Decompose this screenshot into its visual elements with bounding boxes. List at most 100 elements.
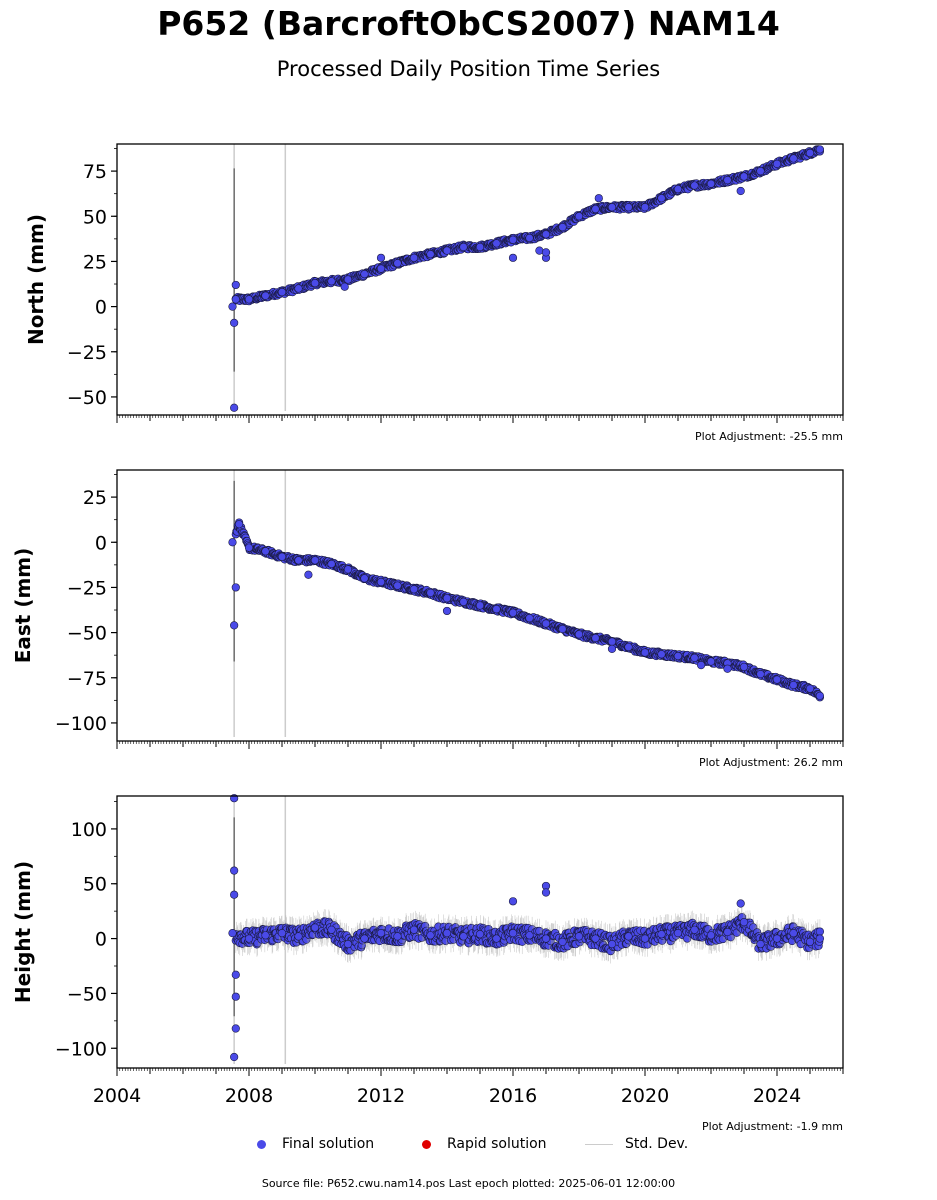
data-point (558, 223, 567, 232)
data-point (244, 543, 254, 552)
data-point (690, 653, 699, 662)
y-tick-label: 25 (83, 487, 107, 509)
data-point (706, 657, 716, 666)
chart-subtitle: Processed Daily Position Time Series (276, 57, 661, 81)
data-point (815, 145, 825, 154)
data-point (459, 242, 468, 252)
data-point (657, 650, 666, 659)
data-point (525, 614, 534, 623)
data-point (360, 269, 369, 279)
data-point (393, 259, 402, 268)
data-point (426, 588, 435, 597)
data-point (789, 154, 798, 163)
outlier-point (508, 253, 518, 262)
data-point (805, 148, 815, 158)
y-axis-label: East (mm) (11, 548, 35, 664)
data-point (360, 574, 369, 583)
data-point (723, 176, 732, 185)
outlier-point (230, 318, 239, 327)
data-point (574, 212, 584, 221)
data-point (607, 203, 617, 212)
outlier-point (230, 403, 239, 412)
data-point (673, 185, 683, 194)
data-point (772, 675, 782, 684)
data-point (789, 680, 798, 690)
plot-adjustment-note: Plot Adjustment: 26.2 mm (699, 756, 843, 769)
data-point (591, 204, 600, 214)
data-point (756, 670, 765, 679)
outlier-point (340, 282, 349, 291)
y-tick-label: −100 (55, 713, 107, 735)
y-tick-label: 0 (95, 532, 107, 554)
data-point (607, 637, 617, 646)
data-point (657, 194, 666, 203)
data-point (442, 246, 452, 255)
data-point (772, 159, 782, 168)
data-point (640, 648, 650, 657)
data-point (277, 288, 287, 297)
data-point (525, 233, 534, 243)
y-tick-label: 25 (83, 251, 107, 273)
y-tick-label: −75 (67, 668, 107, 690)
data-point (244, 295, 254, 304)
y-tick-label: −25 (67, 577, 107, 599)
data-point (343, 275, 353, 284)
data-point (310, 279, 320, 288)
y-tick-label: 75 (83, 161, 107, 183)
outlier-point (736, 186, 745, 196)
outlier-point (607, 644, 617, 653)
y-tick-label: −50 (67, 623, 107, 645)
data-point (327, 559, 336, 569)
y-tick-label: 0 (95, 297, 107, 319)
data-point (706, 179, 716, 188)
data-point (294, 284, 303, 293)
data-point (541, 619, 551, 628)
data-point (459, 597, 468, 606)
outlier-point (594, 194, 603, 203)
data-point (442, 594, 452, 603)
data-point (591, 633, 600, 643)
data-point (805, 684, 815, 693)
data-point (409, 585, 419, 594)
data-point (228, 302, 237, 311)
data-point (327, 277, 336, 286)
data-point (475, 601, 485, 610)
data-point (228, 538, 237, 547)
outlier-point (723, 664, 732, 673)
outlier-point (696, 661, 706, 670)
data-point (574, 630, 584, 639)
data-point (508, 608, 518, 617)
data-point (739, 172, 749, 181)
data-point (376, 264, 386, 273)
data-point (739, 662, 749, 672)
data-point (376, 577, 386, 587)
data-point (235, 520, 244, 529)
y-tick-label: 50 (83, 206, 107, 228)
data-point (624, 642, 633, 652)
data-point (409, 253, 419, 262)
data-point (640, 203, 650, 212)
data-point (343, 565, 353, 574)
data-point (673, 651, 683, 661)
y-tick-label: −50 (67, 387, 107, 409)
data-point (393, 581, 402, 590)
data-point (756, 167, 765, 176)
outlier-point (304, 570, 313, 579)
data-point (541, 230, 551, 239)
data-point (690, 181, 699, 190)
outlier-point (231, 583, 240, 592)
data-point (426, 250, 435, 259)
data-point (815, 691, 825, 700)
panel-frame (116, 143, 844, 416)
outlier-point (442, 606, 452, 616)
outlier-point (541, 248, 551, 257)
data-point (624, 203, 633, 212)
outlier-point (230, 621, 239, 630)
outlier-point (376, 253, 386, 262)
data-point (310, 556, 320, 565)
data-point (261, 547, 270, 556)
data-point (231, 295, 240, 304)
data-point (508, 235, 518, 244)
plot-adjustment-note: Plot Adjustment: -25.5 mm (695, 430, 843, 443)
